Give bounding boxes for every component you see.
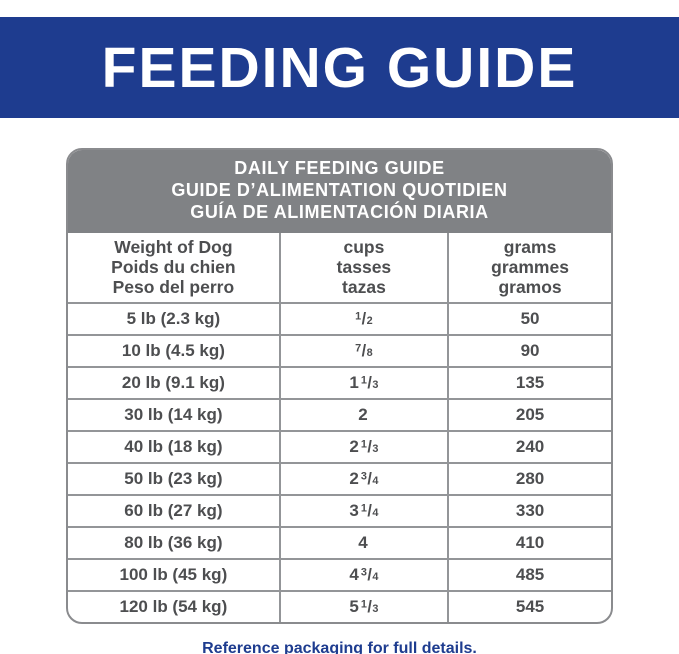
cups-cell: 4 3/4: [278, 557, 450, 592]
weight-cell: 10 lb (4.5 kg): [68, 333, 281, 368]
column-header-cups: cups tasses tazas: [278, 231, 450, 304]
banner-title: FEEDING GUIDE: [101, 35, 578, 100]
grams-cell: 545: [447, 589, 611, 622]
cups-cell: 2: [278, 397, 450, 432]
cups-cell: 5 1/3: [278, 589, 450, 622]
column-header-weight: Weight of Dog Poids du chien Peso del pe…: [68, 231, 281, 304]
table-row: 5 lb (2.3 kg) 1/2 50: [68, 301, 611, 336]
feeding-guide-banner: FEEDING GUIDE: [0, 17, 679, 118]
grams-cell: 205: [447, 397, 611, 432]
weight-cell: 40 lb (18 kg): [68, 429, 281, 464]
table-title-fr: GUIDE D’ALIMENTATION QUOTIDIEN: [171, 179, 508, 200]
cups-cell: 2 3/4: [278, 461, 450, 496]
footer-note: Reference packaging for full details.: [202, 639, 477, 654]
cups-cell: 3 1/4: [278, 493, 450, 528]
table-row: 10 lb (4.5 kg) 7/8 90: [68, 333, 611, 368]
grams-cell: 330: [447, 493, 611, 528]
table-row: 80 lb (36 kg) 4 410: [68, 525, 611, 560]
table-row: 60 lb (27 kg) 3 1/4 330: [68, 493, 611, 528]
table-row: 120 lb (54 kg) 5 1/3 545: [68, 589, 611, 622]
table-title-es: GUÍA DE ALIMENTACIÓN DIARIA: [190, 201, 489, 222]
table-title-header: DAILY FEEDING GUIDE GUIDE D’ALIMENTATION…: [68, 150, 611, 233]
cups-cell: 1 1/3: [278, 365, 450, 400]
grams-cell: 50: [447, 301, 611, 336]
weight-cell: 30 lb (14 kg): [68, 397, 281, 432]
weight-cell: 20 lb (9.1 kg): [68, 365, 281, 400]
grams-cell: 410: [447, 525, 611, 560]
weight-cell: 100 lb (45 kg): [68, 557, 281, 592]
table-row: 30 lb (14 kg) 2 205: [68, 397, 611, 432]
grams-cell: 280: [447, 461, 611, 496]
cups-cell: 1/2: [278, 301, 450, 336]
weight-cell: 5 lb (2.3 kg): [68, 301, 281, 336]
grams-cell: 485: [447, 557, 611, 592]
weight-cell: 120 lb (54 kg): [68, 589, 281, 622]
weight-cell: 80 lb (36 kg): [68, 525, 281, 560]
cups-cell: 7/8: [278, 333, 450, 368]
table-row: 40 lb (18 kg) 2 1/3 240: [68, 429, 611, 464]
grams-cell: 240: [447, 429, 611, 464]
cups-cell: 4: [278, 525, 450, 560]
table-row: 100 lb (45 kg) 4 3/4 485: [68, 557, 611, 592]
table-row: 20 lb (9.1 kg) 1 1/3 135: [68, 365, 611, 400]
table-title-en: DAILY FEEDING GUIDE: [234, 158, 445, 178]
grams-cell: 135: [447, 365, 611, 400]
column-header-grams: grams grammes gramos: [447, 231, 611, 304]
grams-cell: 90: [447, 333, 611, 368]
cups-cell: 2 1/3: [278, 429, 450, 464]
weight-cell: 60 lb (27 kg): [68, 493, 281, 528]
table-row: 50 lb (23 kg) 2 3/4 280: [68, 461, 611, 496]
table-body: 5 lb (2.3 kg) 1/2 50 10 lb (4.5 kg) 7/8 90 20 …: [68, 301, 611, 622]
feeding-table-card: DAILY FEEDING GUIDE GUIDE D’ALIMENTATION…: [66, 148, 613, 624]
weight-cell: 50 lb (23 kg): [68, 461, 281, 496]
table-header-row: Weight of Dog Poids du chien Peso del pe…: [68, 231, 611, 304]
feeding-table: Weight of Dog Poids du chien Peso del pe…: [68, 231, 611, 622]
